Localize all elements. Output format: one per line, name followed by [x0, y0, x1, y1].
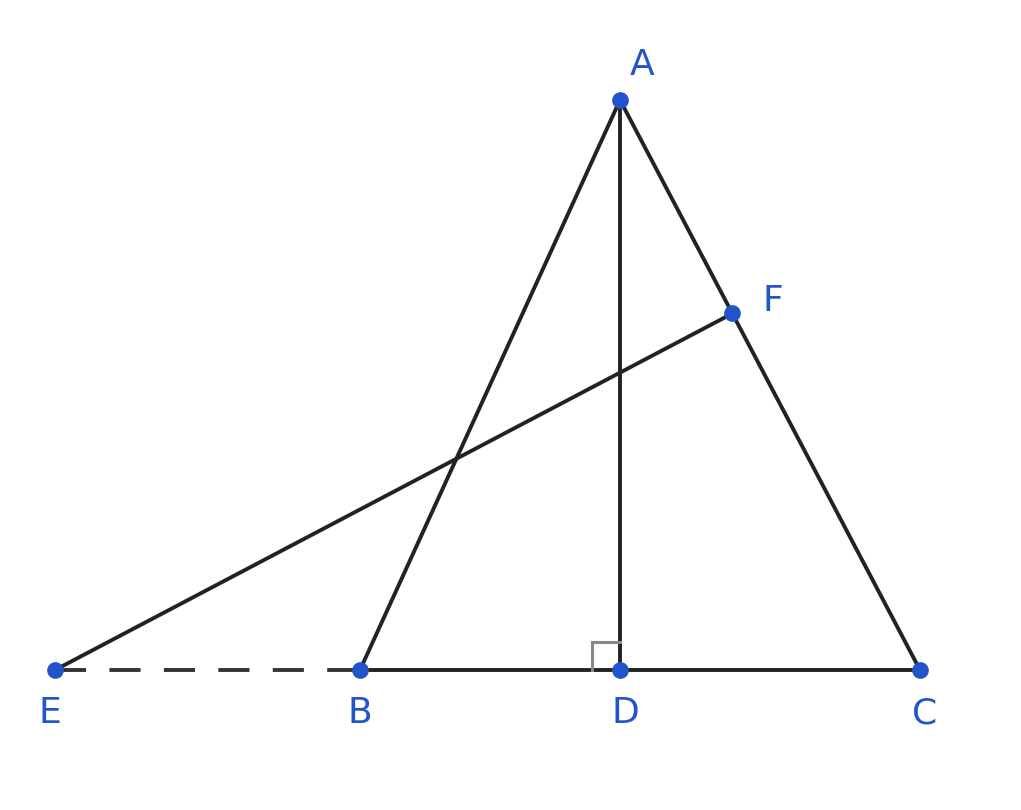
Text: A: A: [630, 48, 654, 82]
Text: B: B: [348, 696, 373, 730]
Text: F: F: [763, 284, 783, 318]
Text: E: E: [39, 696, 61, 730]
Text: C: C: [913, 696, 937, 730]
Text: D: D: [612, 696, 639, 730]
